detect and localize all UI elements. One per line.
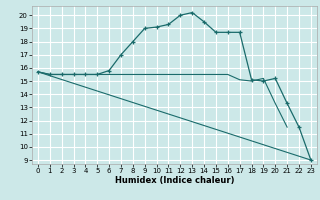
X-axis label: Humidex (Indice chaleur): Humidex (Indice chaleur) — [115, 176, 234, 185]
